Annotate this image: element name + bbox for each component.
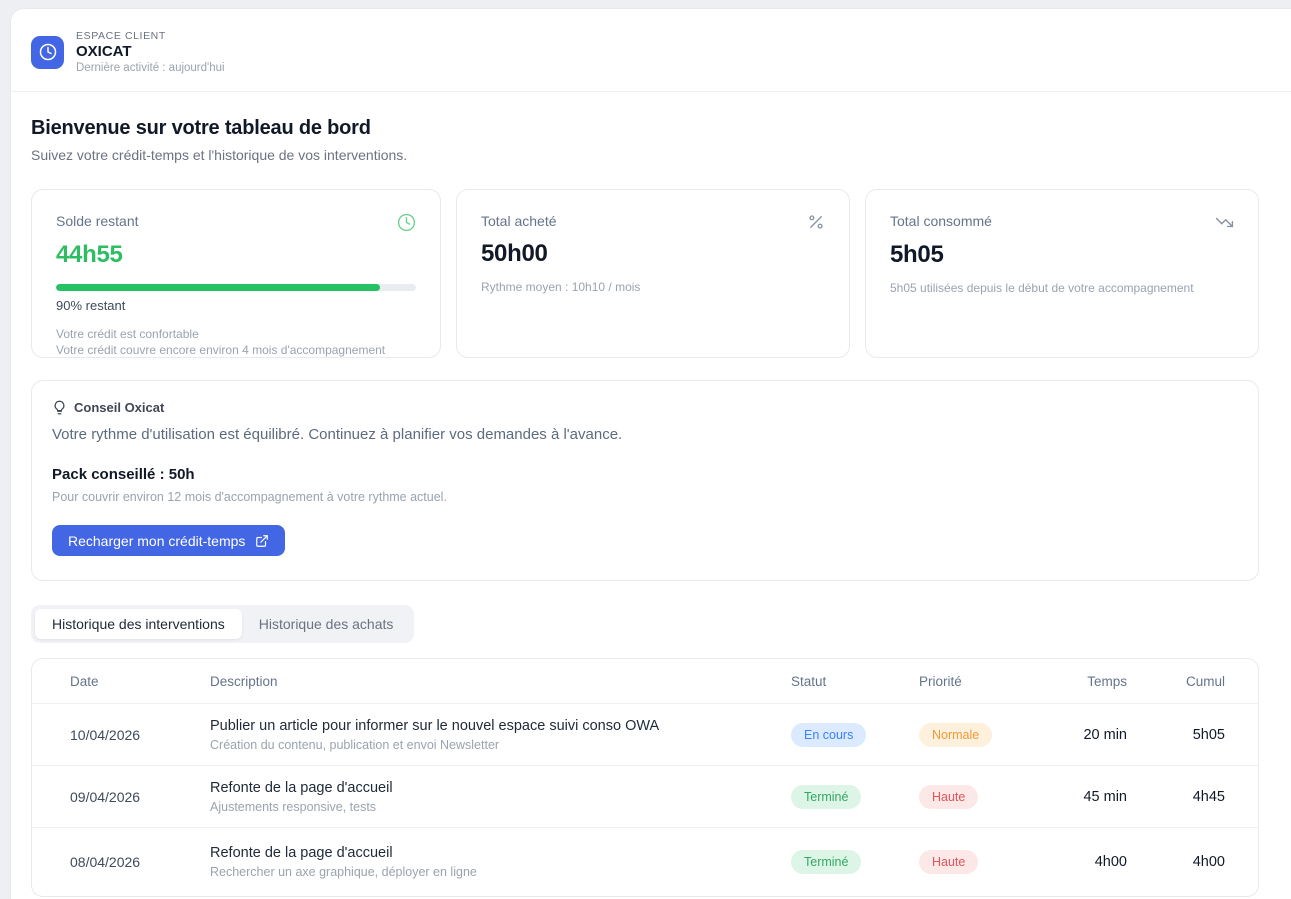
- pack-title: Pack conseillé : 50h: [52, 466, 195, 483]
- advice-title: Conseil Oxicat: [74, 400, 165, 415]
- consomme-note: 5h05 utilisées depuis le début de votre …: [890, 281, 1194, 295]
- stats-row: Solde restant 44h55 90% restant Votre cr…: [31, 189, 1259, 358]
- col-priorite: Priorité: [919, 673, 962, 689]
- page-subtitle: Suivez votre crédit-temps et l'historiqu…: [31, 147, 408, 163]
- client-name: OXICAT: [76, 43, 132, 60]
- row-cumul: 4h00: [1192, 854, 1225, 870]
- status-badge: En cours: [791, 722, 867, 747]
- row-cumul: 5h05: [1192, 726, 1225, 743]
- row-subtitle: Ajustements responsive, tests: [210, 799, 377, 814]
- card-total-achete: Total acheté 50h00 Rythme moyen : 10h10 …: [456, 189, 850, 358]
- tab-interventions[interactable]: Historique des interventions: [35, 609, 242, 639]
- lightbulb-icon: [52, 400, 67, 415]
- col-statut: Statut: [791, 673, 827, 689]
- row-time: 45 min: [1083, 788, 1127, 805]
- dashboard-window: ESPACE CLIENT OXICAT Dernière activité :…: [10, 8, 1291, 899]
- advice-message: Votre rythme d'utilisation est équilibré…: [52, 426, 623, 443]
- row-time: 4h00: [1094, 854, 1127, 870]
- external-link-icon: [255, 534, 269, 548]
- recharge-button-label: Recharger mon crédit-temps: [68, 532, 246, 549]
- credit-note-1: Votre crédit est confortable: [56, 327, 199, 341]
- table-row: 10/04/2026 Publier un article pour infor…: [32, 704, 1258, 766]
- history-tabs: Historique des interventions Historique …: [31, 605, 415, 643]
- rythme-note: Rythme moyen : 10h10 / mois: [481, 280, 641, 294]
- trending-down-icon: [1215, 213, 1234, 232]
- main-content: Bienvenue sur votre tableau de bord Suiv…: [11, 92, 1279, 897]
- credit-progressbar: [56, 284, 416, 291]
- card-label: Solde restant: [56, 213, 139, 229]
- header-eyebrow: ESPACE CLIENT: [76, 30, 166, 42]
- table-row: 08/04/2026 Refonte de la page d'accueil …: [32, 828, 1258, 896]
- col-date: Date: [70, 673, 99, 689]
- card-total-consomme: Total consommé 5h05 5h05 utilisées depui…: [865, 189, 1259, 358]
- status-badge: Terminé: [791, 850, 862, 874]
- recharge-button[interactable]: Recharger mon crédit-temps: [52, 525, 286, 556]
- consomme-value: 5h05: [890, 241, 944, 268]
- priority-badge: Normale: [919, 722, 993, 747]
- tab-achats[interactable]: Historique des achats: [242, 609, 411, 639]
- row-title: Refonte de la page d'accueil: [210, 779, 393, 796]
- row-title: Publier un article pour informer sur le …: [210, 717, 660, 734]
- priority-badge: Haute: [919, 850, 979, 874]
- page-title: Bienvenue sur votre tableau de bord: [31, 117, 371, 139]
- percent-icon: [807, 213, 825, 231]
- table-header: Date Description Statut Priorité Temps C…: [32, 659, 1258, 704]
- advice-card: Conseil Oxicat Votre rythme d'utilisatio…: [31, 380, 1259, 581]
- clock-icon: [39, 43, 57, 61]
- progress-fill: [56, 284, 380, 291]
- row-time: 20 min: [1083, 726, 1127, 743]
- row-date: 09/04/2026: [70, 788, 141, 805]
- priority-badge: Haute: [919, 784, 979, 809]
- table-row: 09/04/2026 Refonte de la page d'accueil …: [32, 766, 1258, 828]
- card-label: Total consommé: [890, 213, 992, 229]
- col-description: Description: [210, 673, 278, 689]
- credit-note-2: Votre crédit couvre encore environ 4 moi…: [56, 343, 386, 357]
- status-badge: Terminé: [791, 784, 862, 809]
- achete-value: 50h00: [481, 240, 548, 267]
- progress-label: 90% restant: [56, 298, 126, 313]
- col-temps: Temps: [1087, 673, 1127, 689]
- row-title: Refonte de la page d'accueil: [210, 845, 393, 861]
- row-date: 10/04/2026: [70, 726, 141, 743]
- card-solde-restant: Solde restant 44h55 90% restant Votre cr…: [31, 189, 441, 358]
- pack-note: Pour couvrir environ 12 mois d'accompagn…: [52, 490, 447, 504]
- row-cumul: 4h45: [1192, 788, 1225, 805]
- solde-value: 44h55: [56, 241, 123, 268]
- row-subtitle: Rechercher un axe graphique, déployer en…: [210, 865, 477, 879]
- card-label: Total acheté: [481, 213, 557, 229]
- col-cumul: Cumul: [1185, 673, 1225, 689]
- row-date: 08/04/2026: [70, 854, 141, 870]
- row-subtitle: Création du contenu, publication et envo…: [210, 737, 500, 752]
- app-logo: [31, 35, 64, 69]
- header: ESPACE CLIENT OXICAT Dernière activité :…: [11, 9, 1291, 92]
- last-activity: Dernière activité : aujourd'hui: [76, 62, 225, 74]
- clock-icon: [397, 213, 416, 232]
- interventions-table: Date Description Statut Priorité Temps C…: [31, 658, 1259, 897]
